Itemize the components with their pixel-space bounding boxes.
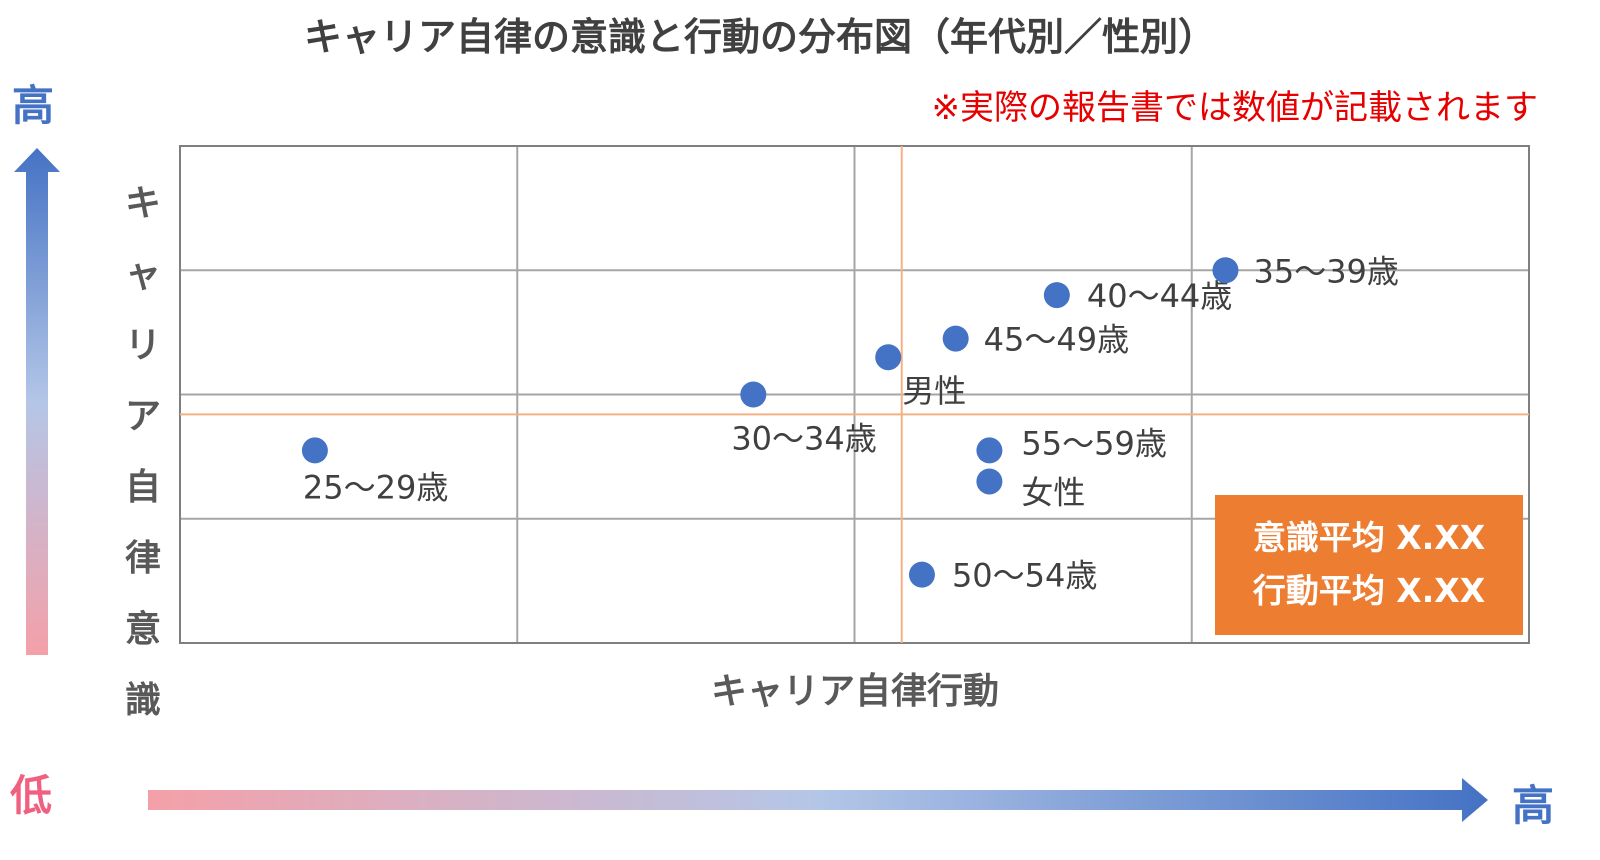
action-average: 行動平均 X.XX xyxy=(1252,571,1486,610)
data-point xyxy=(740,381,767,408)
low-label: 低 xyxy=(10,771,53,820)
average-box: 意識平均 X.XX 行動平均 X.XX xyxy=(1215,495,1523,635)
average-lines xyxy=(180,146,1529,643)
x-high-label: 高 xyxy=(1512,781,1555,830)
data-point xyxy=(942,325,969,352)
awareness-average: 意識平均 X.XX xyxy=(1252,518,1486,557)
data-point xyxy=(1043,282,1070,309)
data-label: 35〜39歳 xyxy=(1253,252,1398,290)
data-point xyxy=(1212,257,1239,284)
y-axis-label: キャリア自律意識 xyxy=(124,183,161,721)
data-point xyxy=(976,468,1003,495)
data-point xyxy=(875,344,902,371)
data-label: 男性 xyxy=(902,372,966,410)
y-gradient-arrow xyxy=(14,148,60,655)
data-label: 45〜49歳 xyxy=(984,321,1129,359)
data-point xyxy=(976,437,1003,464)
data-point xyxy=(301,437,328,464)
data-label: 女性 xyxy=(1021,473,1085,511)
data-point xyxy=(908,561,935,588)
grid-lines xyxy=(180,146,1529,643)
data-label: 25〜29歳 xyxy=(303,468,448,506)
chart-title: キャリア自律の意識と行動の分布図（年代別／性別） xyxy=(303,15,1216,59)
sample-note: ※実際の報告書では数値が記載されます xyxy=(931,88,1539,128)
data-label: 30〜34歳 xyxy=(731,420,876,458)
x-axis-label: キャリア自律行動 xyxy=(710,671,999,712)
x-gradient-arrow xyxy=(148,778,1488,822)
plot-frame xyxy=(179,145,1530,644)
data-label: 50〜54歳 xyxy=(952,557,1097,595)
data-label: 55〜59歳 xyxy=(1021,424,1166,462)
data-label: 40〜44歳 xyxy=(1087,277,1232,315)
y-high-label: 高 xyxy=(12,81,55,130)
